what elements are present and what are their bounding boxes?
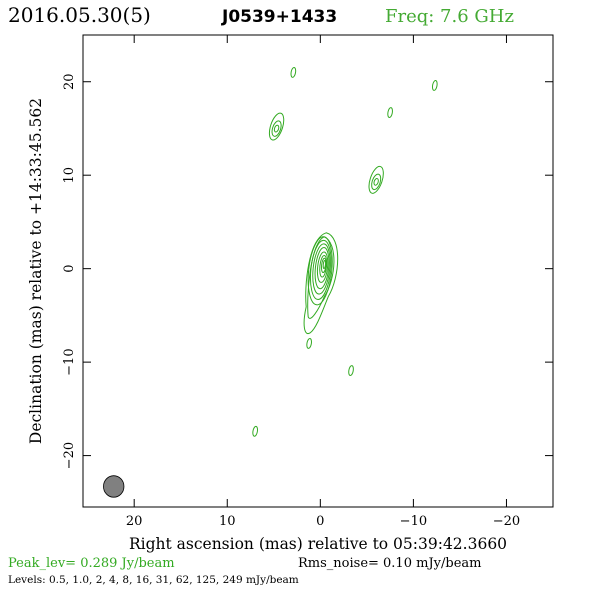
contour-core xyxy=(319,255,328,278)
contour-feature xyxy=(290,66,297,78)
contour-feature xyxy=(371,173,382,191)
y-tick-label: 0 xyxy=(62,265,77,273)
contour-feature xyxy=(306,337,312,349)
y-tick-label: −10 xyxy=(62,348,77,375)
axis-tick-labels: 20 10 0 −10 −20 20 10 0 −10 −20 xyxy=(62,73,520,529)
contour-feature xyxy=(387,107,393,119)
peak-level: Peak_lev= 0.289 Jy/beam xyxy=(8,556,175,571)
plot-frame xyxy=(82,34,554,508)
frequency-label: Freq: 7.6 GHz xyxy=(385,6,514,27)
contour-feature xyxy=(273,124,280,133)
beam-ellipse xyxy=(103,475,125,498)
x-tick-label: 0 xyxy=(316,514,324,529)
axis-ticks xyxy=(83,35,553,507)
contour-core-envelope xyxy=(303,232,339,335)
contours xyxy=(252,66,438,437)
x-tick-label: 20 xyxy=(126,514,143,529)
x-tick-label: 10 xyxy=(219,514,236,529)
contour-feature xyxy=(368,165,384,194)
contour-levels: Levels: 0.5, 1.0, 2, 4, 8, 16, 31, 62, 1… xyxy=(8,574,299,586)
source-name: J0539+1433 xyxy=(221,7,337,27)
y-tick-label: 20 xyxy=(62,73,77,90)
contour-core-envelope-inner xyxy=(307,236,335,319)
x-axis-label: Right ascension (mas) relative to 05:39:… xyxy=(129,535,507,553)
contour-core xyxy=(316,251,329,283)
x-tick-label: −20 xyxy=(493,514,520,529)
y-axis-label: Declination (mas) relative to +14:33:45.… xyxy=(27,98,45,444)
contour-feature xyxy=(252,425,259,437)
contour-feature xyxy=(373,177,379,186)
contour-feature xyxy=(271,120,282,137)
x-tick-label: −10 xyxy=(400,514,427,529)
contour-feature xyxy=(268,112,285,141)
contour-feature xyxy=(431,80,438,91)
contour-core xyxy=(314,246,330,290)
observation-date: 2016.05.30(5) xyxy=(8,3,151,27)
contour-core xyxy=(322,259,327,270)
contour-feature xyxy=(348,365,354,376)
rms-noise: Rms_noise= 0.10 mJy/beam xyxy=(298,556,481,571)
contour-core xyxy=(320,257,327,274)
y-tick-label: −20 xyxy=(62,442,77,469)
y-tick-label: 10 xyxy=(62,167,77,184)
contour-core xyxy=(312,243,331,295)
